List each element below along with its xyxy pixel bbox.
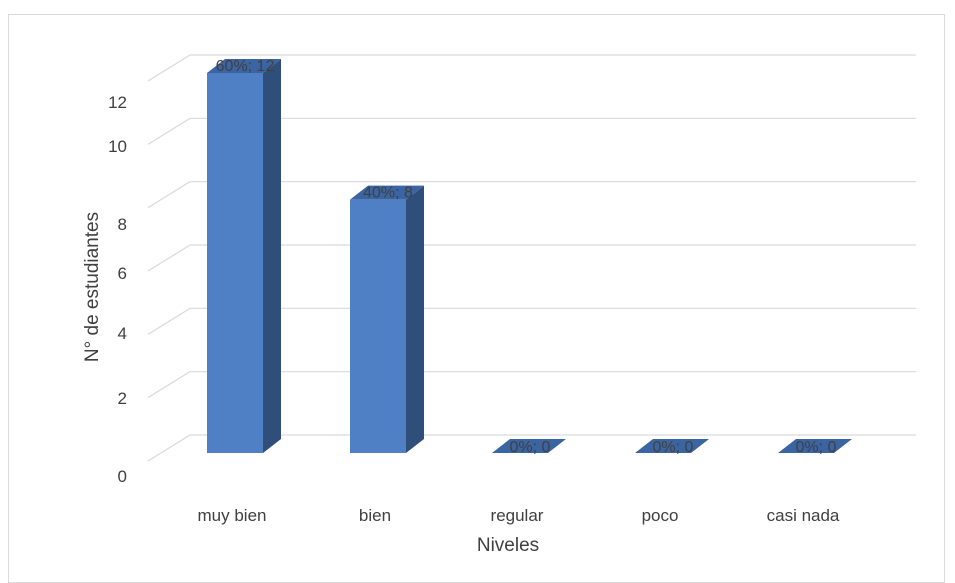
x-tick-label: casi nada [767, 506, 840, 525]
wall-gridline-8 [147, 181, 191, 209]
wall-gridline-2 [147, 371, 191, 399]
y-axis-title: N° de estudiantes [82, 212, 103, 362]
x-axis-title: Niveles [477, 535, 539, 556]
wall-gridline-12 [147, 54, 191, 82]
x-tick-label: muy bien [198, 506, 267, 525]
wall-gridline-6 [147, 244, 191, 272]
wall-gridline-4 [147, 307, 191, 335]
data-label: 40%; 8 [363, 185, 413, 202]
y-tick-label: 0 [118, 467, 127, 486]
y-tick-label: 2 [118, 389, 127, 408]
bar-side-muy-bien [263, 59, 281, 453]
bar-top-muy-bien [207, 59, 281, 73]
bar-regular [492, 439, 566, 453]
y-tick-label: 4 [118, 324, 127, 343]
data-label: 0%; 0 [510, 439, 551, 456]
bar-muy-bien [207, 73, 263, 453]
y-tick-label: 6 [118, 264, 127, 283]
y-tick-label: 10 [108, 137, 127, 156]
x-tick-label: poco [642, 506, 679, 525]
x-tick-label: bien [359, 506, 391, 525]
data-label: 0%; 0 [796, 439, 837, 456]
bar-top-bien [350, 185, 424, 200]
bar-casi-nada [778, 439, 852, 453]
bar-poco [635, 439, 709, 453]
data-label: 0%; 0 [653, 439, 694, 456]
bar-side-bien [406, 185, 424, 453]
y-tick-label: 8 [118, 215, 127, 234]
y-tick-label: 12 [108, 93, 127, 112]
bar-bien [350, 199, 406, 453]
wall-gridline-0 [147, 434, 191, 462]
chart-frame [8, 14, 945, 583]
data-label: 60%; 12 [216, 58, 275, 75]
wall-gridline-10 [147, 117, 191, 145]
x-tick-label: regular [491, 506, 544, 525]
